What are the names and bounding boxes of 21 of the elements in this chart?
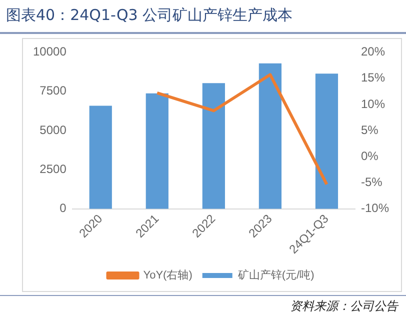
bar <box>315 74 338 209</box>
y2-tick-label: 15% <box>360 70 386 85</box>
legend-label: 矿山产锌(元/吨) <box>236 268 314 282</box>
bar <box>146 93 168 209</box>
legend-label: YoY(右轴) <box>143 268 192 282</box>
y2-tick-label: -5% <box>360 175 383 190</box>
y2-tick-label: 10% <box>360 96 386 111</box>
y2-tick-label: 0% <box>360 148 379 163</box>
y2-tick-label: 20% <box>360 44 386 59</box>
y-tick-label: 7500 <box>40 84 67 98</box>
bar <box>89 106 112 209</box>
y-tick-label: 10000 <box>32 44 67 59</box>
y-tick-label: 2500 <box>40 162 67 176</box>
y2-tick-label: -10% <box>360 201 390 216</box>
bar <box>202 83 225 209</box>
bar <box>258 63 282 209</box>
chart-title: 图表40：24Q1-Q3 公司矿山产锌生产成本 <box>6 6 293 25</box>
y-tick-label: 5000 <box>40 122 67 137</box>
y2-tick-label: 5% <box>360 122 379 137</box>
y-tick-label: 0 <box>60 201 67 216</box>
text: 资料来源：公司公告 <box>290 298 398 315</box>
